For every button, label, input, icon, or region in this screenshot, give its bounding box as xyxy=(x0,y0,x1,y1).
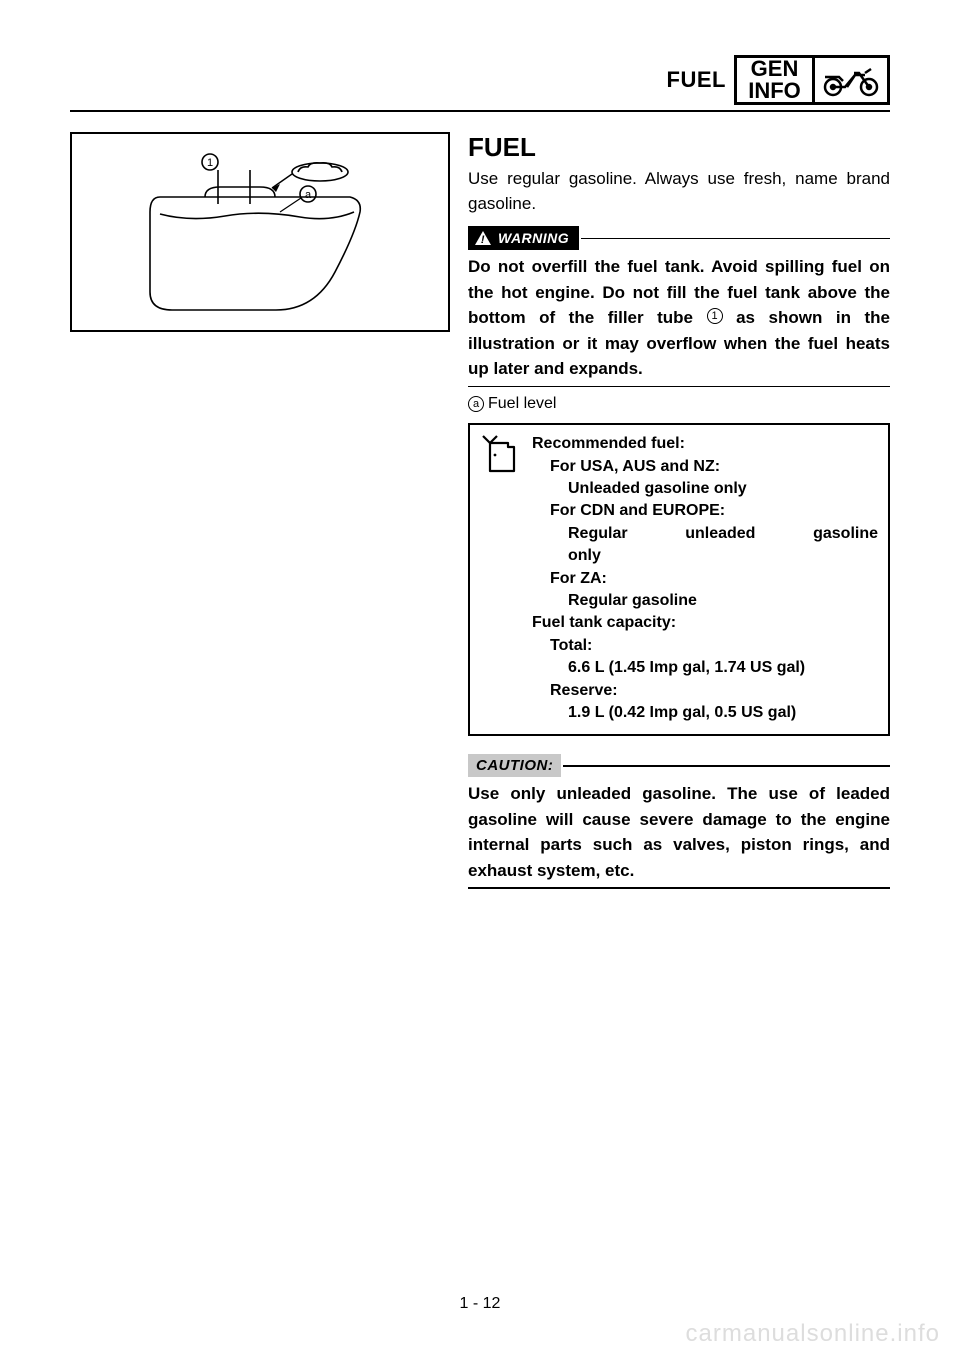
spec-text: Recommended fuel: For USA, AUS and NZ: U… xyxy=(532,433,878,724)
spec-za-value: Regular gasoline xyxy=(532,590,878,612)
spec-cdn-value-line2: only xyxy=(532,545,878,567)
motorcycle-badge xyxy=(812,55,890,105)
spec-reserve-label: Reserve: xyxy=(532,680,878,702)
warning-label: ! WARNING xyxy=(468,226,579,250)
fuel-can-icon xyxy=(480,433,522,475)
caution-end-rule xyxy=(468,887,890,889)
caution-label-row: CAUTION: xyxy=(468,754,890,777)
caution-label: CAUTION: xyxy=(468,754,561,777)
content-area: 1 a FUEL Use regular gasoline. Always us… xyxy=(70,132,890,897)
left-column: 1 a xyxy=(70,132,450,897)
spec-cap-heading: Fuel tank capacity: xyxy=(532,612,878,634)
spec-cdn-value-line1: Regular unleaded gasoline xyxy=(532,523,878,545)
spec-box: Recommended fuel: For USA, AUS and NZ: U… xyxy=(468,423,890,736)
fuel-tank-illustration: 1 a xyxy=(110,142,410,322)
warning-label-text: WARNING xyxy=(498,230,569,246)
page-header: FUEL GEN INFO xyxy=(70,55,890,120)
spec-total-label: Total: xyxy=(532,635,878,657)
warning-marker-1: 1 xyxy=(707,308,723,324)
spec-reserve-value: 1.9 L (0.42 Imp gal, 0.5 US gal) xyxy=(532,702,878,724)
header-badge-row: FUEL GEN INFO xyxy=(667,55,890,105)
illus-marker-a: a xyxy=(305,189,312,201)
header-section-label: FUEL xyxy=(667,67,726,93)
intro-text: Use regular gasoline. Always use fresh, … xyxy=(468,167,890,216)
watermark: carmanualsonline.info xyxy=(686,1320,940,1348)
spec-cdn-w2: unleaded xyxy=(685,523,755,545)
gen-info-badge: GEN INFO xyxy=(734,55,812,105)
level-marker-a: a xyxy=(468,396,484,412)
spec-cdn-w3: gasoline xyxy=(813,523,878,545)
illustration-frame: 1 a xyxy=(70,132,450,332)
header-rule xyxy=(70,110,890,112)
spec-cdn-w1: Regular xyxy=(568,523,628,545)
caution-rule xyxy=(563,765,890,767)
page-number: 1 - 12 xyxy=(0,1295,960,1313)
page: FUEL GEN INFO xyxy=(0,0,960,1358)
spec-heading: Recommended fuel: xyxy=(532,433,878,455)
badge-line1: GEN xyxy=(751,58,799,80)
caution-body: Use only unleaded gasoline. The use of l… xyxy=(468,781,890,883)
warning-end-rule xyxy=(468,386,890,388)
illus-marker-1: 1 xyxy=(207,157,213,169)
warning-rule xyxy=(581,238,890,240)
svg-text:!: ! xyxy=(481,234,485,246)
motorcycle-icon xyxy=(821,63,881,97)
spec-usa-value: Unleaded gasoline only xyxy=(532,478,878,500)
badge-line2: INFO xyxy=(748,80,801,102)
warning-body: Do not overfill the fuel tank. Avoid spi… xyxy=(468,254,890,382)
warning-triangle-icon: ! xyxy=(474,230,492,246)
spec-total-value: 6.6 L (1.45 Imp gal, 1.74 US gal) xyxy=(532,657,878,679)
right-column: FUEL Use regular gasoline. Always use fr… xyxy=(468,132,890,897)
level-text: Fuel level xyxy=(488,395,556,413)
spec-usa-label: For USA, AUS and NZ: xyxy=(532,456,878,478)
warning-label-row: ! WARNING xyxy=(468,226,890,250)
fuel-level-line: a Fuel level xyxy=(468,395,890,413)
section-title: FUEL xyxy=(468,132,890,163)
spec-za-label: For ZA: xyxy=(532,568,878,590)
spec-cdn-label: For CDN and EUROPE: xyxy=(532,500,878,522)
